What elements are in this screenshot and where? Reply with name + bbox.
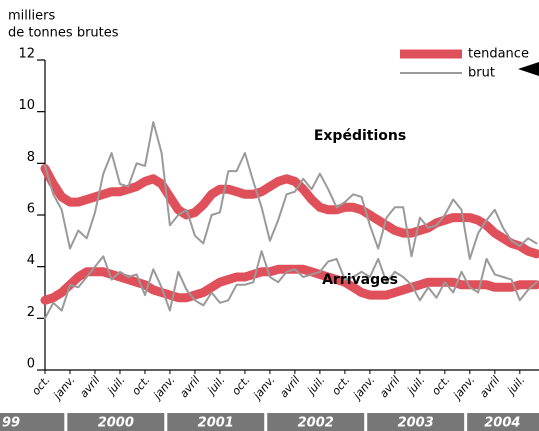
x-tick-label: oct.: [329, 374, 352, 398]
x-tick-label: juil.: [204, 374, 228, 399]
x-tick-label: janv.: [350, 374, 378, 404]
x-tick-label: juil.: [104, 374, 128, 399]
x-tick-label: oct.: [129, 374, 152, 398]
x-tick-label: avril: [377, 374, 402, 401]
x-tick-label: oct.: [229, 374, 252, 398]
y-axis-label: milliers: [8, 9, 55, 24]
x-tick-label: juil.: [504, 374, 528, 399]
year-label: 99: [2, 416, 20, 431]
y-tick-label: 8: [27, 150, 35, 165]
x-tick-label: avril: [277, 374, 302, 401]
x-tick-label: juil.: [404, 374, 428, 399]
x-tick-label: janv.: [250, 374, 278, 404]
x-tick-label: juil.: [304, 374, 328, 399]
arrow: [518, 62, 539, 76]
year-label: 2004: [484, 416, 520, 431]
year-band: [0, 413, 539, 431]
legend-label: tendance: [468, 47, 529, 62]
year-label: 2003: [398, 416, 434, 431]
x-tick-label: janv.: [150, 374, 178, 404]
x-tick-label: janv.: [450, 374, 478, 404]
y-tick-label: 6: [27, 202, 35, 217]
y-tick-label: 0: [27, 357, 35, 372]
x-tick-label: janv.: [50, 374, 78, 404]
year-label: 2001: [198, 416, 234, 431]
year-label: 2002: [298, 416, 334, 431]
raw-line: [44, 250, 538, 320]
raw-line: [44, 121, 538, 260]
x-tick-label: avril: [477, 374, 502, 401]
series-annotation: Expéditions: [314, 128, 406, 144]
x-tick-label: oct.: [429, 374, 452, 398]
x-tick-label: avril: [177, 374, 202, 401]
legend-label: brut: [468, 66, 495, 81]
y-tick-label: 4: [27, 253, 35, 268]
year-label: 2000: [98, 416, 134, 431]
x-tick-label: avril: [77, 374, 102, 401]
trend-line: [40, 264, 539, 305]
y-tick-label: 10: [18, 98, 35, 113]
y-tick-label: 2: [27, 305, 35, 320]
y-tick-label: 12: [18, 47, 35, 62]
series-annotation: Arrivages: [322, 272, 398, 288]
y-axis-label: de tonnes brutes: [8, 26, 119, 41]
trend-line: [40, 164, 539, 259]
x-tick-label: oct.: [29, 374, 52, 398]
